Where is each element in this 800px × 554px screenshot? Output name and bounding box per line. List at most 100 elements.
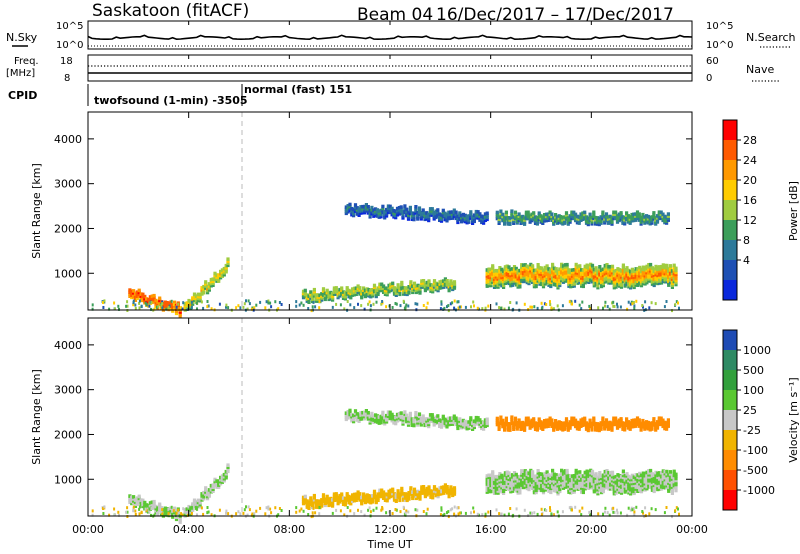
velocity-cell <box>581 484 585 488</box>
power-cell <box>655 218 660 222</box>
velocity-cell <box>457 512 460 516</box>
velocity-cell <box>498 480 502 484</box>
velocity-cell <box>379 416 383 421</box>
power-cell <box>632 277 636 282</box>
velocity-cell <box>663 469 667 474</box>
velocity-cell <box>565 479 569 483</box>
power-cell <box>527 267 531 272</box>
velocity-cell <box>532 474 536 479</box>
power-cell <box>390 212 394 217</box>
power-cell <box>575 216 579 221</box>
velocity-cell <box>363 410 367 415</box>
velocity-cell <box>534 484 538 489</box>
velocity-cell <box>438 490 442 494</box>
velocity-cell <box>652 419 656 423</box>
power-cell <box>390 210 394 215</box>
velocity-cell <box>619 511 622 515</box>
velocity-cell <box>206 494 210 499</box>
power-cell <box>627 272 631 277</box>
velocity-cell <box>469 418 473 422</box>
power-cell <box>596 281 600 286</box>
velocity-cell <box>639 473 644 478</box>
power-cell <box>163 306 167 311</box>
velocity-cell <box>524 422 528 427</box>
power-cell <box>375 300 378 304</box>
velocity-cell <box>394 421 398 426</box>
power-cell <box>399 304 402 308</box>
power-cell <box>204 284 208 288</box>
velocity-cell <box>549 488 553 493</box>
velocity-cell <box>561 476 566 480</box>
power-cell <box>372 287 377 292</box>
velocity-cell <box>558 473 562 477</box>
velocity-cell <box>200 494 204 498</box>
velocity-cell <box>601 475 605 480</box>
power-cell <box>576 281 580 285</box>
velocity-cell <box>316 501 320 505</box>
cpid-label: CPID <box>8 89 37 102</box>
power-cell <box>414 302 417 306</box>
power-cell <box>454 216 458 221</box>
power-cell <box>422 279 426 283</box>
power-cell <box>617 214 621 219</box>
power-cell <box>623 284 627 288</box>
velocity-cell <box>659 416 663 421</box>
power-cell <box>580 284 584 288</box>
power-cell <box>588 212 592 217</box>
velocity-cell <box>630 473 634 478</box>
velocity-cell <box>590 475 595 480</box>
power-cell <box>667 271 671 275</box>
power-cell <box>206 290 210 295</box>
power-cell <box>556 279 560 284</box>
power-cell <box>642 305 644 309</box>
power-cell <box>547 273 551 277</box>
power-cell <box>636 273 640 277</box>
power-cell <box>412 213 416 218</box>
y-tick-label: 1000 <box>54 267 82 280</box>
power-cell <box>605 273 609 277</box>
velocity-cell <box>503 471 507 475</box>
velocity-cell <box>392 417 396 421</box>
velocity-cell <box>383 421 387 426</box>
velocity-cell <box>585 473 589 478</box>
power-cell <box>535 222 539 226</box>
velocity-cell <box>547 475 551 479</box>
power-cell <box>603 280 607 284</box>
power-cell <box>420 285 424 289</box>
velocity-cell <box>163 508 167 513</box>
velocity-cell <box>578 470 582 474</box>
velocity-cell <box>534 490 538 495</box>
velocity-cell <box>163 506 167 511</box>
power-cell <box>596 279 600 284</box>
velocity-cell <box>647 485 651 489</box>
velocity-cell <box>536 471 540 475</box>
power-cell <box>381 208 385 213</box>
power-cell <box>154 298 158 303</box>
velocity-cell <box>605 469 609 473</box>
velocity-cell <box>460 419 464 424</box>
velocity-cell <box>623 473 627 478</box>
velocity-cell <box>189 512 193 516</box>
power-cell <box>612 212 616 217</box>
velocity-cell <box>335 508 338 512</box>
velocity-cell <box>381 412 385 417</box>
velocity-cell <box>161 512 165 516</box>
velocity-cell <box>458 417 462 421</box>
velocity-cell <box>255 509 258 513</box>
power-cell <box>625 276 629 280</box>
power-cell <box>374 292 378 297</box>
velocity-cell <box>630 487 634 492</box>
velocity-cell <box>564 423 569 427</box>
velocity-cell <box>581 421 585 425</box>
velocity-cell <box>485 482 489 486</box>
power-cell <box>592 273 596 278</box>
power-cell <box>405 288 409 292</box>
power-cell <box>499 209 503 214</box>
power-cell <box>331 298 335 302</box>
power-cell <box>189 306 193 310</box>
velocity-cell <box>323 499 327 504</box>
power-cell <box>665 269 669 274</box>
velocity-cell <box>416 419 420 423</box>
velocity-cell <box>366 417 370 421</box>
power-cell <box>381 210 385 215</box>
